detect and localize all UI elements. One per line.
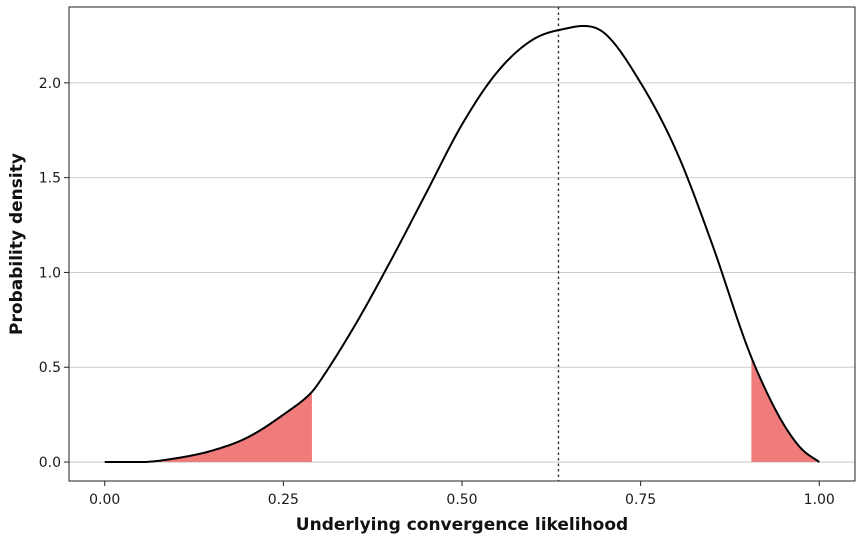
shaded-region-1 (751, 357, 820, 463)
density-curve (104, 24, 820, 464)
y-tick-label-2: 1.0 (39, 265, 61, 281)
y-axis-title: Probability density (7, 153, 27, 335)
y-tick-label-4: 2.0 (39, 76, 61, 92)
y-axis-ticks: 0.0 0.5 1.0 1.5 2.0 (39, 76, 69, 471)
shaded-regions (154, 357, 820, 463)
x-tick-label-4: 1.00 (804, 492, 835, 508)
density-curve-group (104, 24, 820, 464)
y-tick-label-0: 0.0 (39, 455, 61, 471)
x-tick-label-3: 0.75 (625, 492, 656, 508)
y-tick-label-1: 0.5 (39, 360, 61, 376)
x-tick-label-1: 0.25 (268, 492, 299, 508)
y-tick-label-3: 1.5 (39, 171, 61, 187)
shaded-region-0 (154, 391, 312, 463)
x-tick-label-0: 0.00 (89, 492, 120, 508)
x-tick-label-2: 0.50 (446, 492, 477, 508)
x-axis-ticks: 0.00 0.25 0.50 0.75 1.00 (89, 481, 835, 508)
x-axis-title: Underlying convergence likelihood (296, 515, 628, 535)
plot-frame (68, 6, 856, 482)
gridlines (69, 82, 855, 463)
